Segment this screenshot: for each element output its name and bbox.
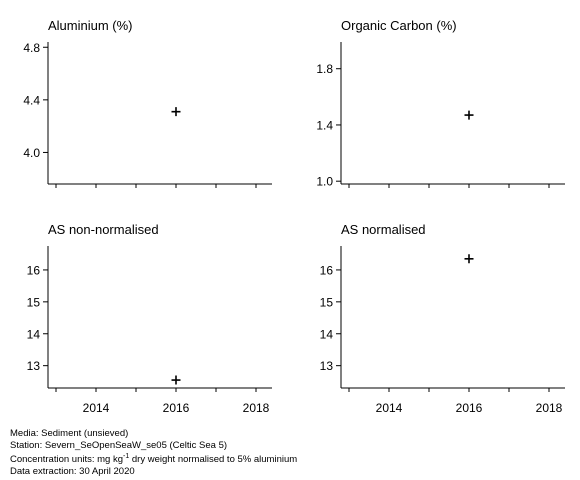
y-tick-label: 1.0 — [316, 175, 333, 189]
y-tick-label: 1.4 — [316, 118, 333, 132]
y-tick-label: 14 — [27, 327, 41, 341]
y-tick-label: 14 — [320, 327, 334, 341]
chart-grid: Aluminium (%) 4.0 4.4 4.8 Organic Carbon (%)… — [23, 18, 565, 415]
y-tick-label: 4.4 — [23, 93, 40, 107]
data-point — [464, 254, 474, 264]
x-tick-label: 2016 — [163, 401, 190, 415]
footer-units-suffix: dry weight normalised to 5% aluminium — [129, 454, 298, 466]
panel-title: AS non-normalised — [48, 222, 159, 237]
footer-station: Station: Severn_SeOpenSeaW_se05 (Celtic … — [10, 439, 228, 451]
chart-panel-1: Aluminium (%) 4.0 4.4 4.8 — [23, 18, 272, 188]
chart-panel-4: AS normalised 13 14 15 16 2014 2016 2018 — [320, 222, 565, 415]
x-tick-label: 2014 — [83, 401, 110, 415]
footer-units: Concentration units: mg kg-1 dry weight … — [10, 451, 297, 466]
x-tick-label: 2016 — [456, 401, 483, 415]
y-tick-label: 1.8 — [316, 62, 333, 76]
y-tick-label: 4.0 — [23, 146, 40, 160]
footer-units-prefix: Concentration units: mg kg — [10, 454, 124, 466]
y-tick-label: 15 — [27, 295, 41, 309]
chart-panel-2: Organic Carbon (%) 1.0 1.4 1.8 — [316, 18, 565, 189]
y-tick-label: 15 — [320, 295, 334, 309]
x-tick-label: 2018 — [536, 401, 563, 415]
y-tick-label: 16 — [320, 263, 334, 277]
panel-title: AS normalised — [341, 222, 426, 237]
x-tick-label: 2018 — [243, 401, 270, 415]
data-point — [464, 110, 474, 120]
footer-extraction: Data extraction: 30 April 2020 — [10, 465, 135, 477]
data-point — [171, 375, 181, 385]
panel-title: Aluminium (%) — [48, 18, 133, 33]
y-tick-label: 16 — [27, 263, 41, 277]
chart-panel-3: AS non-normalised 13 14 15 16 2014 2016 2018 — [27, 222, 272, 415]
footer-notes: Media: Sediment (unsieved) Station: Seve… — [10, 428, 297, 478]
y-tick-label: 13 — [320, 359, 334, 373]
y-tick-label: 13 — [27, 359, 41, 373]
footer-units-exponent: -1 — [123, 453, 130, 461]
y-tick-label: 4.8 — [23, 41, 40, 55]
x-tick-label: 2014 — [376, 401, 403, 415]
panel-title: Organic Carbon (%) — [341, 18, 457, 33]
footer-media: Media: Sediment (unsieved) — [10, 428, 129, 439]
data-point — [171, 107, 181, 117]
